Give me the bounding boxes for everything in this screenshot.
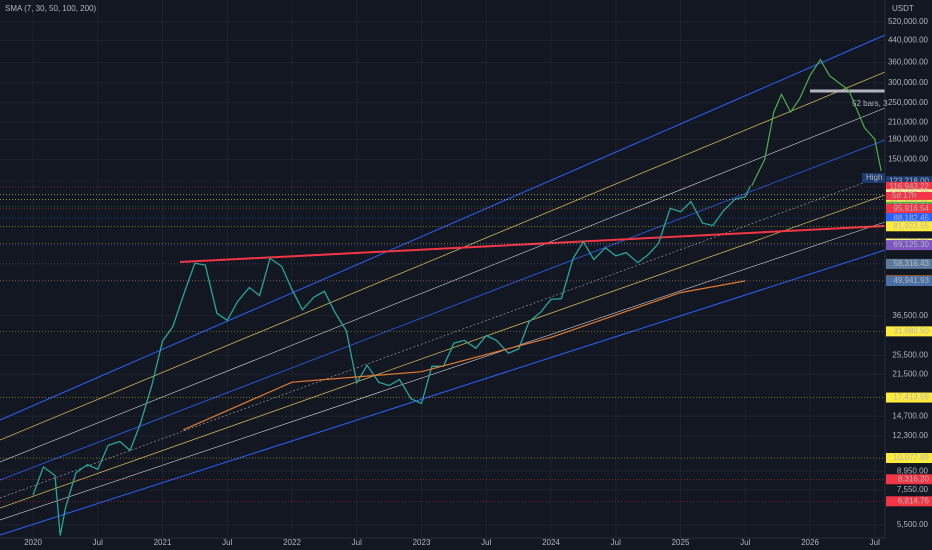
fib-line [0, 139, 886, 481]
price-line [182, 280, 746, 431]
y-tick-label: 440,000.00 [888, 36, 929, 45]
price-tag [886, 203, 932, 214]
price-tag [886, 276, 932, 287]
price-tag-label: 58,316.43 [893, 259, 929, 268]
price-tag [886, 474, 932, 485]
y-tick-label: 250,000.00 [888, 98, 929, 107]
y-tick-label: 210,000.00 [888, 117, 929, 126]
price-tag-label: 88,182.45 [893, 213, 929, 222]
y-tick-label: 12,300.00 [892, 431, 928, 440]
x-tick-label: Jul [870, 538, 880, 547]
price-tag-label: 81,923.55 [893, 221, 929, 230]
x-tick-label: 2021 [154, 538, 172, 547]
price-tag-label: 31,680.50 [893, 326, 929, 335]
y-tick-label: 36,500.00 [892, 311, 928, 320]
y-tick-label: 7,550.00 [897, 485, 929, 494]
price-line [751, 58, 882, 187]
fib-line [0, 71, 886, 441]
price-tag-label: 10,077.89 [893, 453, 929, 462]
countdown-badge [886, 191, 932, 200]
price-tag [886, 176, 932, 187]
y-tick-label: 14,700.00 [892, 411, 928, 420]
x-tick-label: Jul [352, 538, 362, 547]
countdown-label: 5d 17h [892, 191, 916, 200]
price-tag-label: 8,316.20 [898, 474, 930, 483]
resistance-line [179, 225, 886, 263]
y-tick-label: 8,950.00 [897, 466, 929, 475]
high-label: High [866, 173, 882, 182]
price-tag [886, 392, 932, 403]
fib-line [0, 221, 886, 521]
price-tag-label: 95,918.54 [893, 204, 929, 213]
fib-line [0, 107, 886, 463]
x-tick-label: Jul [222, 538, 232, 547]
price-tag [886, 181, 932, 192]
y-tick-label: 520,000.00 [888, 17, 929, 26]
price-tag [886, 453, 932, 464]
x-tick-label: Jul [481, 538, 491, 547]
channel-upper [0, 34, 886, 421]
x-tick-label: 2023 [413, 538, 431, 547]
y-tick-label: 360,000.00 [888, 58, 929, 67]
x-tick-label: 2020 [24, 538, 42, 547]
y-tick-label: 300,000.00 [888, 78, 929, 87]
annotation: 52 bars, 3 [852, 99, 888, 108]
x-tick-label: 2022 [283, 538, 301, 547]
y-tick-label: 180,000.00 [888, 134, 929, 143]
channel-lines [0, 34, 886, 536]
price-line [32, 185, 751, 536]
channel-lower [0, 249, 886, 536]
price-tag [886, 496, 932, 507]
price-tag-label: 123,218.00 [889, 176, 930, 185]
y-tick-label: 25,500.00 [892, 350, 928, 359]
y-tick-label: 5,500.00 [897, 520, 929, 529]
fib-line [0, 174, 886, 499]
price-tag-label: 116,943.22 [890, 182, 930, 191]
high-badge [862, 173, 885, 183]
price-tag-label: 49,941.93 [893, 276, 929, 285]
price-tag-label: 69,125.30 [893, 240, 929, 249]
price-tag [886, 240, 932, 251]
currency-label: USDT [892, 4, 914, 13]
x-tick-label: Jul [93, 538, 103, 547]
y-tick-label: 21,500.00 [892, 369, 928, 378]
x-tick-label: Jul [740, 538, 750, 547]
x-tick-label: Jul [611, 538, 621, 547]
x-tick-label: 2025 [672, 538, 690, 547]
price-tag [886, 221, 932, 232]
price-tag [886, 258, 932, 269]
x-tick-label: 2026 [801, 538, 819, 547]
x-tick-label: 2024 [542, 538, 560, 547]
y-tick-label: 150,000.00 [888, 155, 929, 164]
fib-line [0, 194, 886, 509]
price-tag [886, 213, 932, 224]
price-tag-label: 6,814.76 [898, 496, 930, 505]
price-tag [886, 326, 932, 337]
indicator-label: SMA (7, 30, 50, 100, 200) [5, 4, 97, 13]
price-tag-label: 17,413.59 [893, 393, 929, 402]
